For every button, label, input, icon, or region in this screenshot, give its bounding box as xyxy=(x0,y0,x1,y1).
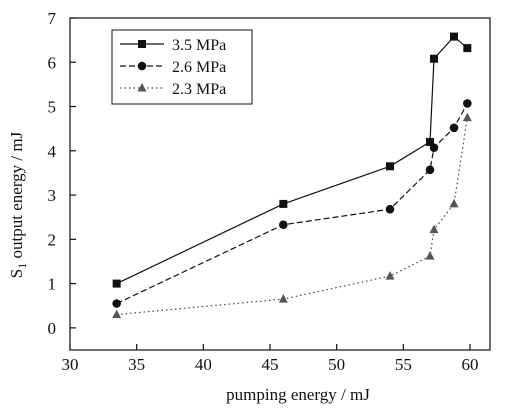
legend-item: 3.5 MPa xyxy=(120,37,226,54)
data-point xyxy=(425,251,435,260)
data-point xyxy=(278,294,288,303)
data-point xyxy=(462,112,472,122)
series-layer xyxy=(112,32,472,319)
data-point xyxy=(279,220,288,230)
legend-marker xyxy=(137,61,147,71)
legend-item: 2.6 MPa xyxy=(120,59,226,76)
y-axis-title: S1 output energy / mJ xyxy=(7,131,29,278)
plot-border xyxy=(69,17,491,351)
data-point xyxy=(430,54,438,63)
y-axis-title-main: S xyxy=(7,269,26,278)
legend: 3.5 MPa 2.6 MPa 2.3 MPa xyxy=(111,29,253,105)
x-tick-label: 50 xyxy=(328,355,345,374)
data-point xyxy=(449,123,459,133)
y-tick-label: 1 xyxy=(48,275,57,294)
y-axis: 0 1 2 3 4 5 6 7 xyxy=(48,9,76,338)
y-axis-title-subscript: 1 xyxy=(15,263,29,269)
y-axis-title-rest: output energy / mJ xyxy=(7,131,26,262)
series-2-6-mpa xyxy=(112,99,472,308)
x-tick-label: 30 xyxy=(62,355,79,374)
data-point xyxy=(112,309,122,319)
legend-label: 2.6 MPa xyxy=(172,59,226,76)
x-tick-label: 60 xyxy=(462,355,479,374)
legend-label: 2.3 MPa xyxy=(172,81,226,98)
data-point xyxy=(429,224,439,234)
legend-marker xyxy=(137,83,147,92)
data-point xyxy=(112,279,121,288)
y-tick-label: 5 xyxy=(48,98,57,117)
x-axis-title: pumping energy / mJ xyxy=(226,385,370,404)
data-point xyxy=(425,165,435,175)
x-axis: 30 35 40 45 50 55 60 xyxy=(62,344,479,374)
legend-box xyxy=(111,29,253,105)
x-tick-label: 40 xyxy=(195,355,212,374)
plot-frame xyxy=(69,17,491,351)
data-point xyxy=(449,198,459,208)
y-tick-label: 0 xyxy=(48,319,57,338)
series-line xyxy=(116,117,468,316)
y-tick-label: 7 xyxy=(48,9,57,28)
data-point xyxy=(450,32,458,41)
series-2-3-mpa xyxy=(112,112,472,319)
y-tick-label: 4 xyxy=(48,142,57,161)
y-tick-label: 3 xyxy=(48,186,57,205)
data-point xyxy=(426,137,434,146)
data-point xyxy=(386,162,394,171)
data-point xyxy=(463,99,472,108)
data-point xyxy=(429,143,439,153)
data-point xyxy=(112,299,121,308)
data-point xyxy=(385,204,395,214)
y-tick-label: 6 xyxy=(48,53,57,72)
x-tick-label: 55 xyxy=(395,355,412,374)
data-point xyxy=(279,199,288,208)
series-line xyxy=(116,103,468,305)
legend-item: 2.3 MPa xyxy=(120,81,226,98)
data-point xyxy=(385,271,395,280)
y-tick-label: 2 xyxy=(48,230,57,249)
data-point xyxy=(463,44,472,53)
legend-marker xyxy=(138,40,146,48)
x-tick-label: 45 xyxy=(262,355,279,374)
x-tick-label: 35 xyxy=(128,355,145,374)
series-3-5-mpa xyxy=(112,32,472,288)
legend-label: 3.5 MPa xyxy=(172,37,226,54)
